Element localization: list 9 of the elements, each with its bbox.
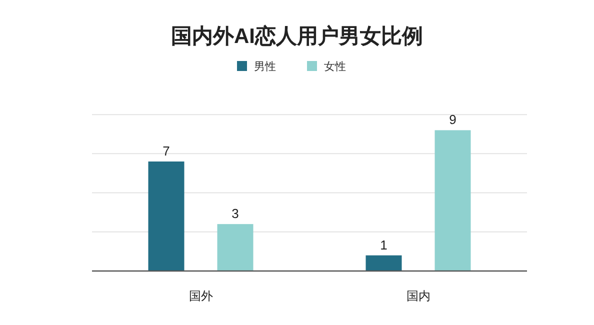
x-tick-label: 国外	[188, 289, 213, 303]
data-label: 7	[162, 143, 170, 158]
title: 国内外AI恋人用户男女比例	[171, 25, 423, 48]
x-tick-label: 国内	[406, 289, 430, 303]
legend-label: 男性	[254, 61, 276, 73]
data-label: 1	[380, 237, 388, 252]
data-label: 3	[232, 206, 239, 222]
data-label: 9	[449, 112, 456, 128]
legend-label: 女性	[324, 61, 346, 73]
